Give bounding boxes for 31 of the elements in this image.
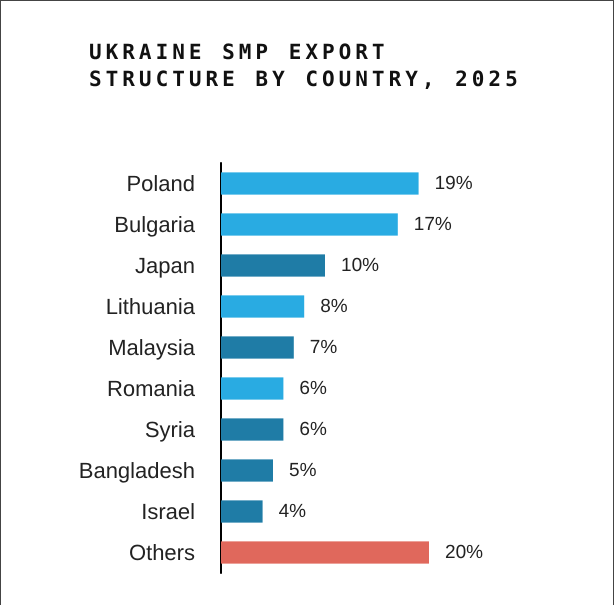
bar [221, 541, 429, 564]
chart-title: UKRAINE SMP EXPORT STRUCTURE BY COUNTRY, 2025 [89, 39, 523, 93]
bar [221, 295, 304, 318]
data-label: 4% [278, 501, 306, 522]
y-tick-label: Poland [126, 171, 195, 196]
bar [221, 459, 273, 482]
data-label: 5% [289, 460, 317, 481]
data-label: 10% [341, 255, 380, 276]
bar [221, 336, 294, 359]
y-tick-label: Israel [141, 499, 195, 524]
y-tick-label: Romania [106, 376, 196, 401]
y-tick-label: Syria [144, 417, 196, 442]
data-label: 20% [445, 542, 484, 563]
y-tick-label: Bangladesh [78, 458, 195, 483]
data-label: 19% [434, 173, 473, 194]
data-label: 7% [310, 337, 338, 358]
bar [221, 254, 325, 277]
bar [221, 377, 284, 400]
data-label: 6% [299, 419, 327, 440]
data-label: 17% [414, 214, 452, 235]
data-label: 6% [299, 378, 327, 399]
bar [221, 500, 263, 523]
y-tick-label: Japan [135, 253, 195, 278]
y-tick-label: Bulgaria [114, 212, 196, 237]
y-tick-label: Others [128, 540, 195, 565]
y-tick-label: Lithuania [106, 294, 196, 319]
y-tick-label: Malaysia [108, 335, 196, 360]
bar [221, 172, 419, 195]
bar [221, 418, 284, 441]
data-label: 8% [320, 296, 348, 317]
bar [221, 213, 398, 236]
